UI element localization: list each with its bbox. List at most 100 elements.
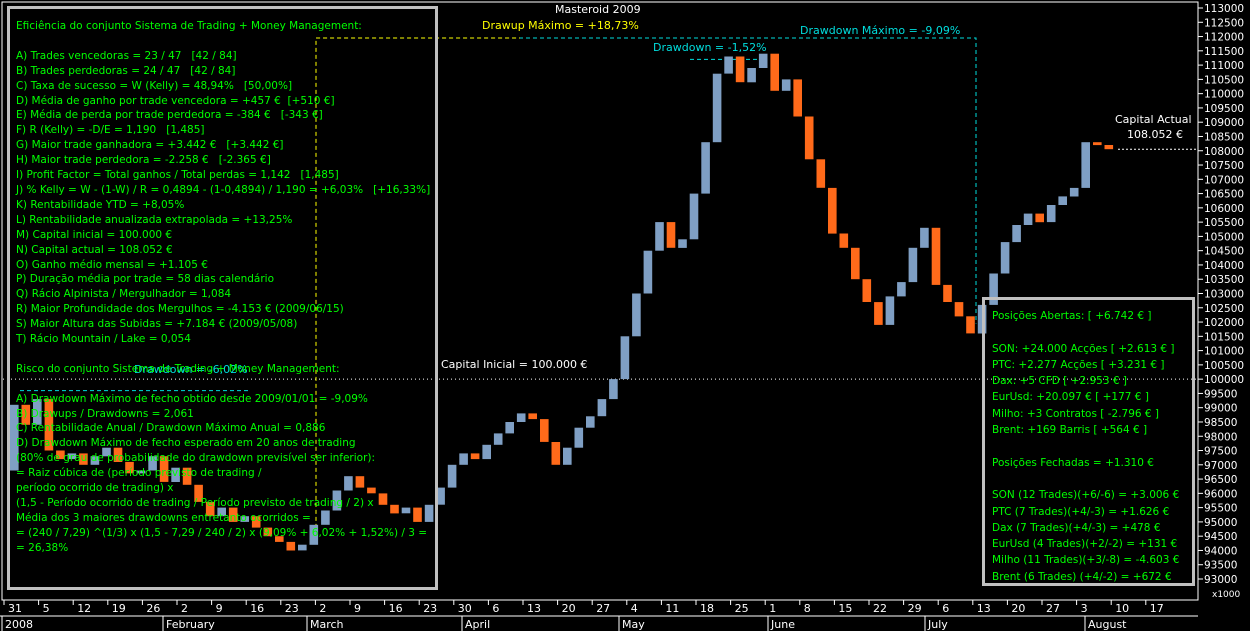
positions-line: Brent: +169 Barris [ +564 € ]: [992, 422, 1179, 438]
positions-line: Milho (11 Trades)(+3/-8) = -4.603 €: [992, 552, 1179, 568]
y-tick-label: 108000: [1204, 146, 1244, 158]
x-day-label: 10: [1115, 602, 1129, 615]
efficiency-line: (80% de grau de probabilidade do drawdow…: [16, 451, 430, 466]
y-tick-label: 107500: [1204, 160, 1244, 172]
candle-up: [1001, 242, 1010, 273]
y-tick-label: 93500: [1204, 560, 1237, 572]
x-day-label: 16: [250, 602, 264, 615]
efficiency-line: = Raiz cúbica de (período previsto de tr…: [16, 466, 430, 481]
efficiency-line: R) Maior Profundidade dos Mergulhos = -4…: [16, 302, 430, 317]
efficiency-line: D) Média de ganho por trade vencedora = …: [16, 94, 430, 109]
x-day-label: 15: [838, 602, 852, 615]
positions-line: [992, 324, 1179, 340]
x-day-label: 9: [216, 602, 223, 615]
x-day-label: 29: [908, 602, 922, 615]
candle-up: [1081, 142, 1090, 188]
efficiency-line: C) Taxa de sucesso = W (Kelly) = 48,94% …: [16, 79, 430, 94]
x-day-label: 8: [804, 602, 811, 615]
candle-down: [1035, 214, 1044, 223]
candle-up: [621, 336, 630, 379]
y-tick-label: 106500: [1204, 189, 1244, 201]
candle-down: [1105, 145, 1114, 149]
candle-up: [724, 57, 733, 74]
candle-up: [713, 74, 722, 143]
efficiency-line: M) Capital inicial = 100.000 €: [16, 228, 430, 243]
x-day-label: 13: [527, 602, 541, 615]
candle-down: [955, 302, 964, 316]
candle-down: [552, 442, 561, 465]
candle-up: [690, 194, 699, 240]
efficiency-line: F) R (Kelly) = -D/E = 1,190 [1,485]: [16, 123, 430, 138]
x-month-label: February: [166, 618, 215, 631]
y-tick-label: 98500: [1204, 417, 1237, 429]
x-day-label: 26: [146, 602, 160, 615]
x-day-label: 12: [77, 602, 91, 615]
y-tick-label: 103500: [1204, 274, 1244, 286]
candle-down: [828, 188, 837, 234]
y-tick-label: 102000: [1204, 317, 1244, 329]
y-tick-label: 112500: [1204, 17, 1244, 29]
candle-down: [471, 453, 480, 459]
candle-up: [747, 68, 756, 82]
x-month-label: April: [465, 618, 490, 631]
drawdown-1-label: Drawdown = -1,52%: [653, 41, 767, 54]
efficiency-line: [16, 377, 430, 392]
y-tick-label: 93000: [1204, 574, 1237, 586]
x-day-label: 27: [1046, 602, 1060, 615]
positions-line: Dax (7 Trades)(+4/-3) = +478 €: [992, 520, 1179, 536]
x-day-label: 2: [319, 602, 326, 615]
x-day-label: 11: [665, 602, 679, 615]
candle-down: [540, 419, 549, 442]
x-month-label: June: [770, 618, 795, 631]
y-tick-label: 100500: [1204, 360, 1244, 372]
candle-up: [1070, 188, 1079, 197]
candle-up: [920, 228, 929, 248]
y-tick-label: 105500: [1204, 217, 1244, 229]
efficiency-line: Eficiência do conjunto Sistema de Tradin…: [16, 19, 430, 34]
y-tick-label: 94000: [1204, 545, 1237, 557]
x-month-label: August: [1088, 618, 1127, 631]
efficiency-line: N) Capital actual = 108.052 €: [16, 243, 430, 258]
candle-up: [644, 251, 653, 294]
y-tick-label: 96000: [1204, 488, 1237, 500]
candle-up: [575, 428, 584, 448]
candle-down: [770, 54, 779, 91]
positions-panel: Posições Abertas: [ +6.742 € ] SON: +24.…: [982, 297, 1195, 586]
efficiency-line: = (240 / 7,29) ^(1/3) x (1,5 - 7,29 / 24…: [16, 526, 430, 541]
positions-line: PTC: +2.277 Acções [ +3.231 € ]: [992, 357, 1179, 373]
y-tick-label: 97500: [1204, 446, 1237, 458]
x-month-label: 2008: [5, 618, 33, 631]
y-axis-unit-label: x1000: [1212, 590, 1241, 600]
candle-down: [851, 248, 860, 279]
efficiency-line: K) Rentabilidade YTD = +8,05%: [16, 198, 430, 213]
x-day-label: 19: [112, 602, 126, 615]
efficiency-line: (1,5 - Período ocorrido de trading / Per…: [16, 496, 430, 511]
y-tick-label: 98000: [1204, 431, 1237, 443]
y-tick-label: 111500: [1204, 46, 1244, 58]
y-tick-label: 95000: [1204, 517, 1237, 529]
candle-down: [840, 234, 849, 248]
y-tick-label: 95500: [1204, 503, 1237, 515]
positions-line: PTC (7 Trades)(+4/-3) = +1.626 €: [992, 504, 1179, 520]
x-day-label: 3: [1081, 602, 1088, 615]
positions-line: EurUsd (4 Trades)(+2/-2) = +131 €: [992, 536, 1179, 552]
positions-line: EurUsd: +20.097 € [ +177 € ]: [992, 389, 1179, 405]
candle-down: [863, 279, 872, 302]
capital-inicial-label: Capital Inicial = 100.000 €: [441, 358, 587, 371]
y-tick-label: 102500: [1204, 303, 1244, 315]
efficiency-line: A) Drawdown Máximo de fecho obtido desde…: [16, 392, 430, 407]
drawdown-max-label: Drawdown Máximo = -9,09%: [800, 24, 960, 37]
x-day-label: 27: [596, 602, 610, 615]
candle-down: [966, 316, 975, 333]
efficiency-line: Média dos 3 maiores drawdowns entretanto…: [16, 511, 430, 526]
efficiency-line: J) % Kelly = W - (1-W) / R = 0,4894 - (1…: [16, 183, 430, 198]
efficiency-line: P) Duração média por trade = 58 dias cal…: [16, 272, 430, 287]
y-tick-label: 99000: [1204, 403, 1237, 415]
y-tick-label: 110000: [1204, 89, 1244, 101]
x-day-label: 31: [8, 602, 22, 615]
x-day-label: 22: [873, 602, 887, 615]
candle-up: [598, 399, 607, 416]
efficiency-line: [16, 347, 430, 362]
drawup-max-label: Drawup Máximo = +18,73%: [482, 19, 639, 32]
candle-down: [528, 413, 537, 419]
